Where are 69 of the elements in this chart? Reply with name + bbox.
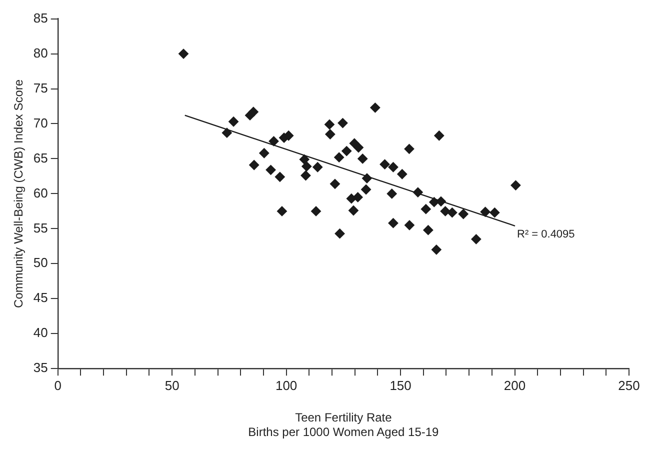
point: [386, 188, 397, 199]
point: [324, 119, 334, 130]
point: [380, 159, 390, 170]
x-tick-label: 50: [164, 378, 180, 393]
y-tick-label: 55: [33, 220, 48, 236]
x-tick-label: 100: [275, 378, 298, 393]
point: [480, 206, 490, 217]
y-tick-label: 45: [33, 290, 48, 306]
point: [300, 170, 311, 181]
point: [440, 206, 450, 216]
x-tick-label: 250: [618, 378, 640, 393]
point: [342, 146, 352, 156]
point: [259, 148, 270, 158]
point: [325, 129, 336, 140]
y-tick-label: 50: [33, 255, 48, 270]
point: [266, 164, 276, 175]
point: [249, 160, 260, 170]
point: [431, 244, 442, 255]
x-axis-title: Teen Fertility Rate Births per 1000 Women Aged 15-19: [248, 410, 440, 440]
point: [302, 161, 312, 172]
point: [404, 220, 414, 230]
y-tick-label: 85: [33, 10, 48, 26]
point: [471, 234, 482, 244]
point: [178, 48, 189, 59]
x-tick-label: 0: [54, 378, 62, 393]
point: [458, 208, 468, 219]
point: [334, 228, 345, 239]
point: [284, 130, 294, 141]
y-axis-title: Community Well-Being (CWB) Index Score: [12, 79, 26, 308]
point: [362, 173, 372, 184]
point: [311, 206, 322, 216]
point: [420, 204, 431, 214]
point: [222, 128, 232, 138]
point: [276, 206, 287, 216]
point: [404, 144, 414, 154]
point: [361, 184, 372, 195]
point: [334, 152, 344, 162]
annotation: R² = 0.4095: [517, 228, 575, 240]
y-tick-label: 40: [33, 325, 48, 340]
point: [490, 208, 500, 218]
point: [423, 225, 434, 236]
point: [397, 169, 408, 180]
point: [370, 102, 380, 113]
x-tick-label: 150: [390, 378, 412, 393]
y-tick-label: 35: [33, 360, 48, 376]
point: [330, 178, 340, 189]
y-tick-label: 80: [33, 45, 48, 60]
point: [354, 142, 364, 153]
point: [447, 208, 458, 218]
point: [510, 180, 521, 190]
point: [268, 136, 279, 146]
point: [434, 130, 444, 141]
point: [274, 172, 285, 182]
point: [299, 154, 310, 164]
point: [338, 118, 348, 128]
point: [412, 187, 423, 198]
point: [312, 162, 323, 172]
point: [388, 162, 398, 172]
point: [358, 154, 368, 164]
point: [228, 116, 239, 127]
y-tick-label: 75: [33, 80, 48, 96]
x-tick-label: 200: [504, 378, 526, 393]
point: [348, 205, 358, 216]
point: [248, 106, 258, 117]
y-tick-label: 70: [33, 115, 48, 130]
point: [352, 192, 363, 202]
y-tick-label: 60: [33, 185, 48, 200]
point: [388, 218, 398, 228]
y-tick-label: 65: [33, 150, 48, 166]
